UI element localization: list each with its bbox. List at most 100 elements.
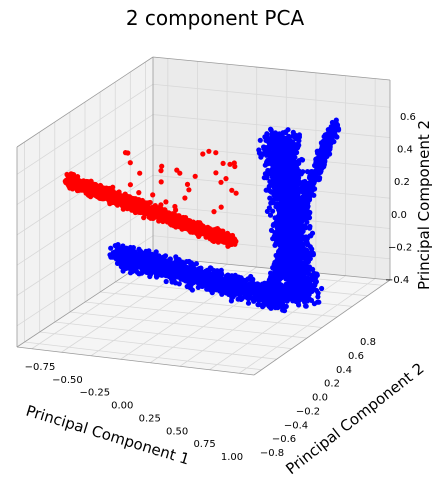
data-point (162, 208, 168, 214)
data-point (110, 184, 116, 190)
data-point (220, 160, 226, 166)
series-red (62, 148, 239, 249)
data-point (129, 200, 135, 206)
data-point (245, 300, 252, 306)
data-point (213, 150, 219, 156)
data-point (146, 214, 152, 220)
data-point (133, 197, 139, 203)
axes-edge (16, 346, 255, 376)
data-point (159, 211, 165, 217)
data-point (163, 214, 169, 220)
data-point (303, 303, 309, 309)
data-point (115, 197, 121, 203)
data-point (261, 175, 267, 181)
data-point (144, 204, 150, 210)
data-point (217, 234, 223, 240)
data-point (178, 215, 184, 221)
data-point (186, 218, 192, 224)
data-point (100, 185, 106, 191)
data-point (106, 195, 112, 201)
axes-edge (253, 279, 391, 376)
data-point (75, 174, 81, 180)
data-point (224, 235, 230, 241)
axes-panes (17, 57, 390, 375)
data-point (150, 192, 156, 198)
data-point (174, 215, 180, 222)
data-point (156, 218, 162, 224)
data-point (182, 195, 188, 201)
data-point (106, 191, 112, 197)
data-point (219, 291, 225, 297)
data-point (204, 229, 210, 235)
data-point (172, 203, 178, 210)
data-point (159, 163, 165, 169)
data-point (256, 147, 262, 153)
data-point (307, 225, 313, 231)
data-point (190, 226, 196, 232)
axes-edge (152, 56, 391, 81)
data-point (260, 303, 266, 309)
data-point (229, 187, 235, 193)
data-point (158, 202, 164, 208)
data-point (231, 160, 237, 166)
data-point (158, 168, 164, 174)
data-point (200, 151, 206, 157)
grid-line-y-floor (69, 311, 307, 339)
data-point (184, 181, 191, 187)
data-point (227, 161, 233, 167)
grid-line-y-floor (39, 331, 277, 360)
data-point (141, 215, 147, 221)
data-point (127, 182, 133, 188)
data-point (84, 182, 91, 188)
data-point (149, 209, 155, 215)
data-point (233, 190, 239, 196)
data-point (213, 170, 219, 176)
data-point (163, 199, 169, 205)
data-point (124, 198, 130, 204)
data-point (168, 215, 174, 221)
data-point (154, 206, 160, 212)
data-point (248, 273, 254, 280)
grid-line-y-floor (54, 321, 292, 350)
data-point (138, 207, 144, 213)
grid-line-y-floor (100, 291, 338, 318)
data-point (268, 126, 274, 132)
data-point (114, 192, 120, 199)
data-point (172, 220, 178, 226)
data-point (158, 179, 164, 185)
data-point (267, 212, 274, 218)
data-point (218, 204, 224, 210)
data-point (275, 304, 281, 311)
data-point (108, 245, 114, 251)
data-point (178, 221, 184, 227)
data-point (168, 219, 174, 225)
grid-line-y-floor (24, 341, 262, 371)
data-point (210, 230, 216, 236)
data-point (95, 187, 101, 193)
axes-edge (16, 56, 154, 148)
data-point (206, 148, 212, 154)
data-point (223, 176, 229, 182)
data-point (182, 218, 188, 224)
data-point (296, 134, 302, 140)
data-point (174, 167, 180, 173)
data-point (85, 186, 91, 192)
data-point (221, 239, 227, 245)
data-point (135, 201, 141, 207)
data-point (315, 294, 321, 300)
data-point (218, 179, 224, 185)
data-point (136, 190, 142, 196)
data-point (127, 160, 133, 166)
data-point (132, 249, 138, 255)
data-point (120, 268, 126, 274)
data-point (72, 177, 78, 183)
data-point (312, 272, 318, 278)
data-point (88, 189, 94, 196)
data-point (257, 137, 263, 143)
data-point (125, 150, 131, 156)
data-point (192, 173, 198, 179)
data-point (95, 191, 101, 197)
data-point (137, 170, 143, 176)
data-point (124, 203, 130, 210)
